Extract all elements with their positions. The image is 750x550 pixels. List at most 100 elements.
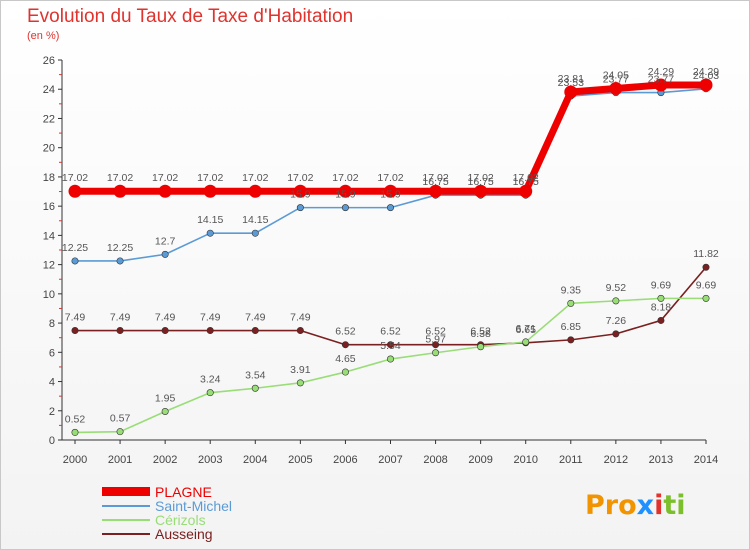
data-point [116,428,124,436]
data-label: 12.25 [62,242,88,254]
data-point [432,349,440,357]
data-label: 14.15 [242,214,268,226]
y-tick-label: 22 [43,113,55,125]
data-label: 24.05 [603,70,629,82]
data-point [161,327,169,335]
x-tick-label: 2005 [288,454,312,466]
data-point [161,407,169,415]
x-tick-label: 2010 [513,454,537,466]
data-label: 8.18 [651,301,672,313]
data-label: 6.85 [561,321,582,333]
x-tick-label: 2001 [108,454,132,466]
data-label: 16.75 [513,176,539,188]
legend-swatch-ausseing [102,533,150,535]
data-label: 14.15 [197,214,223,226]
y-tick-label: 8 [49,318,55,330]
data-point [251,327,259,335]
chart-data-labels: 17.02 17.02 17.02 17.02 17.02 17.02 17.02 17.02… [62,66,719,425]
data-point [657,294,665,302]
y-tick-label: 18 [43,172,55,184]
data-label: 7.49 [290,312,311,324]
x-tick-label: 2000 [63,454,87,466]
data-label: 6.52 [470,326,491,338]
data-label: 6.65 [515,324,536,336]
data-label: 0.52 [65,413,86,425]
y-tick-label: 16 [43,201,55,213]
data-point [296,379,304,387]
data-point [386,355,394,363]
data-label: 17.02 [422,172,448,184]
data-label: 24.29 [693,66,719,78]
data-label: 12.7 [155,235,176,247]
data-label: 17.02 [468,172,494,184]
y-tick-label: 0 [49,435,55,447]
data-label: 9.69 [696,279,717,291]
data-label: 17.02 [107,172,133,184]
data-label: 17.02 [377,172,403,184]
data-label: 5.97 [425,334,446,346]
data-point [341,368,349,376]
data-point [432,341,440,349]
legend-swatch-saint-michel [102,505,150,507]
x-tick-label: 2003 [198,454,222,466]
data-point [71,257,79,265]
legend-swatch-cérizols [102,519,150,521]
data-point [567,336,575,344]
x-tick-label: 2012 [604,454,628,466]
data-label: 17.02 [513,172,539,184]
x-tick-label: 2013 [649,454,673,466]
data-label: 15.9 [380,189,401,201]
data-label: 1.95 [155,393,176,405]
data-point [203,184,217,198]
data-label: 7.49 [245,312,266,324]
data-point [522,338,530,346]
y-tick-label: 24 [43,84,55,96]
x-tick-label: 2004 [243,454,267,466]
x-tick-label: 2014 [694,454,718,466]
data-point [386,204,394,212]
data-point [293,184,307,198]
data-label: 16.75 [422,176,448,188]
data-label: 7.26 [606,315,627,327]
data-point [609,82,623,95]
data-point [206,229,214,237]
data-point [113,184,127,198]
x-tick-label: 2006 [333,454,357,466]
data-point [248,184,262,198]
data-label: 7.49 [110,312,131,324]
data-label: 17.02 [62,172,88,184]
data-label: 3.91 [290,364,311,376]
data-point [564,85,578,99]
data-label: 23.77 [648,74,674,86]
data-point [567,299,575,307]
data-point [657,316,665,324]
legend-label-saint-michel: Saint-Michel [155,498,233,514]
data-point [71,327,79,335]
data-point [206,389,214,397]
data-label: 12.25 [107,242,133,254]
data-point [341,341,349,349]
data-label: 7.49 [155,312,176,324]
data-point [702,263,710,271]
data-label: 16.75 [468,176,494,188]
data-label: 24.29 [648,66,674,78]
data-point [158,184,172,198]
legend-label-cérizols: Cérizols [155,512,206,528]
x-tick-label: 2008 [423,454,447,466]
data-point [654,78,668,92]
data-label: 3.54 [245,369,266,381]
y-tick-label: 6 [49,347,55,359]
data-label: 9.52 [606,282,627,294]
data-label: 7.49 [200,312,221,324]
data-label: 11.82 [693,248,719,260]
data-point [519,184,533,198]
y-tick-label: 12 [43,260,55,272]
data-label: 6.52 [380,326,401,338]
data-label: 3.24 [200,374,221,386]
data-label: 0.57 [110,413,131,425]
data-point [251,384,259,392]
y-tick-label: 2 [49,406,55,418]
proxiti-logo: Proxiti [585,490,686,521]
